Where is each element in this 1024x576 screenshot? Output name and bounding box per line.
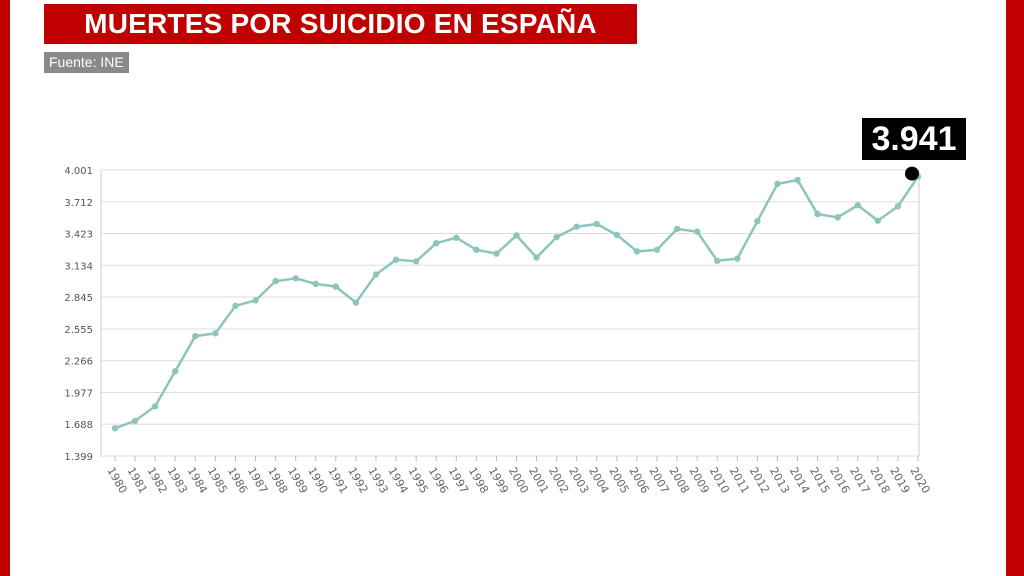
data-point xyxy=(693,228,701,235)
y-tick-label: 3.423 xyxy=(64,230,93,241)
data-point xyxy=(714,257,721,264)
data-point xyxy=(814,210,821,218)
data-point xyxy=(473,246,480,253)
y-tick-label: 1.399 xyxy=(64,452,93,463)
data-point xyxy=(433,240,440,247)
data-point xyxy=(513,232,520,239)
highlight-value-label: 3.941 xyxy=(862,118,966,160)
data-point xyxy=(232,302,239,310)
data-point xyxy=(633,248,641,255)
data-point xyxy=(212,330,219,337)
data-point xyxy=(493,250,500,257)
data-point xyxy=(573,223,580,230)
grid-lines xyxy=(101,169,919,457)
data-point xyxy=(453,234,460,241)
data-point xyxy=(794,176,801,184)
y-tick-label: 2.555 xyxy=(64,325,93,336)
plot-area xyxy=(100,169,920,457)
data-point xyxy=(252,297,259,304)
data-point xyxy=(834,214,841,221)
highlight-point xyxy=(905,166,919,181)
data-point xyxy=(332,283,340,290)
x-axis-ticks: 1980198119821983198419851986198719881989… xyxy=(104,456,933,496)
data-point xyxy=(352,299,360,306)
data-point xyxy=(412,258,420,265)
data-point xyxy=(673,225,681,233)
data-point xyxy=(894,203,902,210)
data-point xyxy=(874,217,882,224)
y-tick-label: 4.001 xyxy=(64,166,93,177)
data-point xyxy=(593,220,600,228)
data-point xyxy=(533,254,540,261)
data-point xyxy=(754,218,761,225)
data-point xyxy=(292,275,299,282)
y-tick-label: 3.712 xyxy=(64,198,93,209)
y-tick-label: 2.845 xyxy=(64,293,93,304)
data-point xyxy=(151,403,159,410)
data-point xyxy=(131,417,139,425)
data-point xyxy=(774,180,781,188)
data-point xyxy=(172,368,179,375)
data-point xyxy=(734,255,741,262)
data-point xyxy=(553,233,560,241)
data-point xyxy=(613,231,621,239)
data-point xyxy=(854,202,861,209)
data-point xyxy=(653,246,661,253)
y-tick-label: 3.134 xyxy=(64,261,93,272)
y-tick-label: 1.688 xyxy=(64,420,93,431)
x-tick-label: 2020 xyxy=(907,465,932,496)
y-tick-label: 1.977 xyxy=(64,388,93,399)
data-point xyxy=(372,271,380,278)
data-point xyxy=(111,424,119,432)
data-point xyxy=(392,256,400,263)
y-axis-ticks: 1.399 1.688 1.977 2.266 2.555 2.845 3.134 3.423… xyxy=(64,166,93,463)
data-point xyxy=(312,280,319,288)
source-label: Fuente: INE xyxy=(44,52,129,73)
data-point xyxy=(272,277,279,285)
y-tick-label: 2.266 xyxy=(64,357,93,368)
data-point xyxy=(192,332,199,340)
chart-title: MUERTES POR SUICIDIO EN ESPAÑA xyxy=(44,4,637,44)
